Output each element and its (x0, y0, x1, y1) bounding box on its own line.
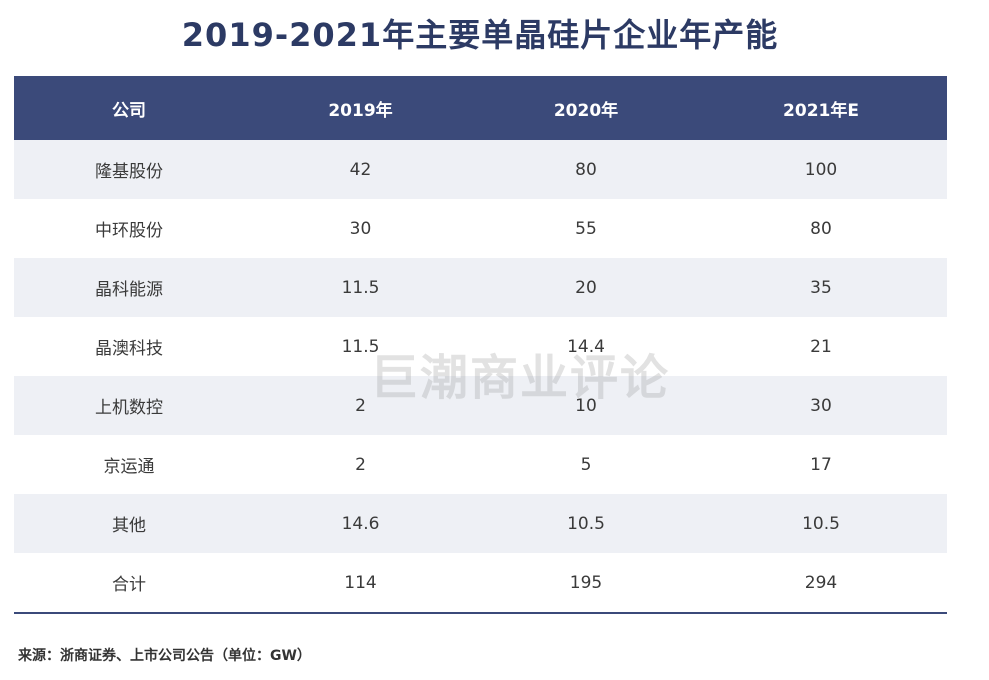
table-row: 晶科能源 11.5 20 35 (14, 258, 947, 317)
cell-2020: 10 (477, 376, 695, 435)
table-row: 其他 14.6 10.5 10.5 (14, 494, 947, 553)
cell-2020: 5 (477, 435, 695, 494)
header-row: 公司 2019年 2020年 2021年E (14, 76, 947, 140)
cell-2020: 14.4 (477, 317, 695, 376)
capacity-table: 公司 2019年 2020年 2021年E 隆基股份 42 80 100 中环股… (14, 76, 947, 614)
cell-2019: 42 (244, 140, 477, 199)
cell-company: 晶科能源 (14, 258, 244, 317)
cell-2019: 30 (244, 199, 477, 258)
table-row: 中环股份 30 55 80 (14, 199, 947, 258)
cell-2019: 11.5 (244, 258, 477, 317)
table-body: 隆基股份 42 80 100 中环股份 30 55 80 晶科能源 11.5 2… (14, 140, 947, 614)
cell-company: 中环股份 (14, 199, 244, 258)
cell-company: 晶澳科技 (14, 317, 244, 376)
cell-2021e: 17 (695, 435, 947, 494)
table-title: 2019-2021年主要单晶硅片企业年产能 (181, 16, 779, 54)
table-row: 晶澳科技 11.5 14.4 21 (14, 317, 947, 376)
cell-2021e: 100 (695, 140, 947, 199)
cell-company: 京运通 (14, 435, 244, 494)
header-2019: 2019年 (244, 76, 477, 140)
cell-2020: 10.5 (477, 494, 695, 553)
cell-2019: 2 (244, 435, 477, 494)
source-note: 来源：浙商证券、上市公司公告（单位：GW） (18, 648, 311, 664)
table-row-total: 合计 114 195 294 (14, 553, 947, 614)
cell-company: 合计 (14, 553, 244, 614)
table-row: 京运通 2 5 17 (14, 435, 947, 494)
table-row: 隆基股份 42 80 100 (14, 140, 947, 199)
cell-2020: 195 (477, 553, 695, 614)
cell-company: 其他 (14, 494, 244, 553)
cell-2021e: 30 (695, 376, 947, 435)
cell-2019: 114 (244, 553, 477, 614)
cell-2020: 80 (477, 140, 695, 199)
cell-2021e: 35 (695, 258, 947, 317)
cell-2020: 20 (477, 258, 695, 317)
cell-2021e: 21 (695, 317, 947, 376)
header-2021e: 2021年E (695, 76, 947, 140)
header-2020: 2020年 (477, 76, 695, 140)
table-row: 上机数控 2 10 30 (14, 376, 947, 435)
cell-2021e: 10.5 (695, 494, 947, 553)
cell-company: 上机数控 (14, 376, 244, 435)
cell-2019: 11.5 (244, 317, 477, 376)
cell-2019: 2 (244, 376, 477, 435)
cell-2019: 14.6 (244, 494, 477, 553)
cell-company: 隆基股份 (14, 140, 244, 199)
cell-2021e: 80 (695, 199, 947, 258)
cell-2020: 55 (477, 199, 695, 258)
cell-2021e: 294 (695, 553, 947, 614)
header-company: 公司 (14, 76, 244, 140)
